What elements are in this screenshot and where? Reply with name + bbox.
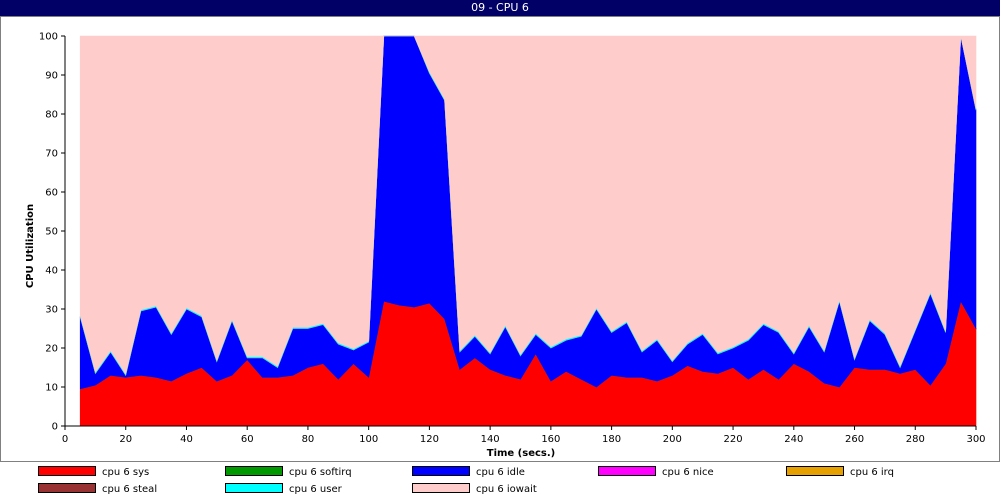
chart-title: 09 - CPU 6	[0, 0, 1000, 16]
y-tick-label: 90	[45, 71, 58, 82]
legend-label: cpu 6 sys	[102, 467, 150, 478]
y-tick-label: 70	[45, 149, 58, 160]
x-tick-label: 220	[724, 434, 743, 445]
legend-item: cpu 6 idle	[412, 466, 525, 481]
x-tick-label: 160	[541, 434, 560, 445]
x-tick-label: 260	[845, 434, 864, 445]
x-tick-label: 80	[302, 434, 315, 445]
y-tick-label: 50	[45, 227, 58, 238]
x-tick-label: 300	[966, 434, 985, 445]
legend-label: cpu 6 irq	[850, 467, 894, 478]
x-axis-title: Time (secs.)	[487, 448, 556, 459]
legend-label: cpu 6 iowait	[476, 484, 537, 495]
legend-swatch	[598, 466, 656, 476]
x-tick-label: 40	[180, 434, 193, 445]
axis-layer: 0 10 20 30 40 50 60 70 80 90 100 0 20 40 60 80 100 120 140…	[39, 32, 986, 446]
legend-label: cpu 6 user	[289, 484, 342, 495]
y-tick-label: 100	[39, 32, 58, 43]
x-tick-label: 180	[602, 434, 621, 445]
y-tick-label: 30	[45, 305, 58, 316]
plot-layer	[65, 35, 977, 427]
y-tick-label: 60	[45, 188, 58, 199]
legend-item: cpu 6 irq	[786, 466, 894, 481]
x-tick-label: 120	[420, 434, 439, 445]
x-tick-label: 140	[481, 434, 500, 445]
legend-swatch	[786, 466, 844, 476]
legend-label: cpu 6 idle	[476, 467, 525, 478]
legend-label: cpu 6 softirq	[289, 467, 352, 478]
x-tick-label: 200	[663, 434, 682, 445]
y-tick-label: 20	[45, 344, 58, 355]
legend-swatch	[38, 483, 96, 493]
x-tick-label: 60	[241, 434, 254, 445]
legend-label: cpu 6 nice	[662, 467, 714, 478]
legend-label: cpu 6 steal	[102, 484, 158, 495]
y-axis-title: CPU Utilization	[25, 204, 36, 288]
x-tick-label: 20	[119, 434, 132, 445]
legend-item: cpu 6 nice	[598, 466, 714, 481]
legend-swatch	[225, 483, 283, 493]
x-tick-label: 280	[906, 434, 925, 445]
area-series-cpu-6-iowait	[79, 35, 977, 375]
y-tick-label: 0	[52, 422, 58, 433]
legend-item: cpu 6 softirq	[225, 466, 352, 481]
x-tick-label: 240	[784, 434, 803, 445]
legend-item: cpu 6 sys	[38, 466, 150, 481]
y-tick-label: 80	[45, 110, 58, 121]
legend-swatch	[412, 466, 470, 476]
x-tick-label: 0	[62, 434, 68, 445]
legend-swatch	[412, 483, 470, 493]
legend-item: cpu 6 steal	[38, 483, 158, 498]
y-tick-label: 10	[45, 383, 58, 394]
y-tick-label: 40	[45, 266, 58, 277]
legend-item: cpu 6 user	[225, 483, 342, 498]
x-tick-label: 100	[359, 434, 378, 445]
legend-swatch	[225, 466, 283, 476]
legend-swatch	[38, 466, 96, 476]
legend-item: cpu 6 iowait	[412, 483, 537, 498]
legend: cpu 6 sys cpu 6 softirq cpu 6 idle cpu 6 ni…	[0, 462, 1000, 504]
cpu-utilization-chart: 0 10 20 30 40 50 60 70 80 90 100 0 20 40 60 80 100 120 140…	[25, 32, 986, 460]
